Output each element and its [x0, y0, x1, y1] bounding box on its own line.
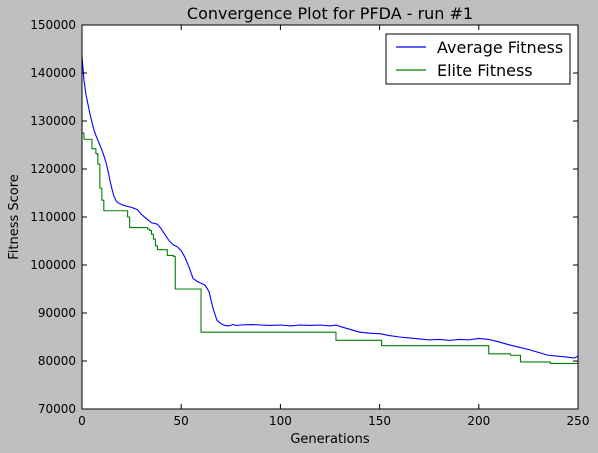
y-tick-label: 130000	[30, 114, 76, 128]
series-line-elite-fitness	[82, 132, 578, 364]
series-line-average-fitness	[81, 56, 579, 359]
y-tick-label: 70000	[38, 402, 76, 416]
y-tick-label: 120000	[30, 162, 76, 176]
plot-area	[82, 25, 578, 409]
y-tick-label: 100000	[30, 258, 76, 272]
y-tick-label: 110000	[30, 210, 76, 224]
x-tick-label: 150	[368, 414, 391, 428]
x-tick-label: 100	[269, 414, 292, 428]
chart-title: Convergence Plot for PFDA - run #1	[187, 4, 473, 23]
legend: Average Fitness Elite Fitness	[385, 33, 571, 85]
x-tick-label: 50	[174, 414, 189, 428]
plot-frame	[81, 24, 579, 410]
y-tick-label: 150000	[30, 18, 76, 32]
y-tick-label: 140000	[30, 66, 76, 80]
y-axis-label: Fitness Score	[7, 174, 22, 260]
x-tick-label: 200	[467, 414, 490, 428]
x-tick-label: 0	[78, 414, 86, 428]
legend-label-average: Average Fitness	[437, 38, 563, 57]
legend-label-elite: Elite Fitness	[437, 61, 533, 80]
x-axis-label: Generations	[290, 432, 370, 447]
series-layer	[81, 56, 579, 364]
ticks-layer: 0 50 100 150 200 250 70000 80000 90000 100000 1100…	[30, 18, 589, 428]
y-tick-label: 90000	[38, 306, 76, 320]
legend-box	[385, 33, 571, 85]
x-tick-label: 250	[567, 414, 590, 428]
y-tick-label: 80000	[38, 354, 76, 368]
